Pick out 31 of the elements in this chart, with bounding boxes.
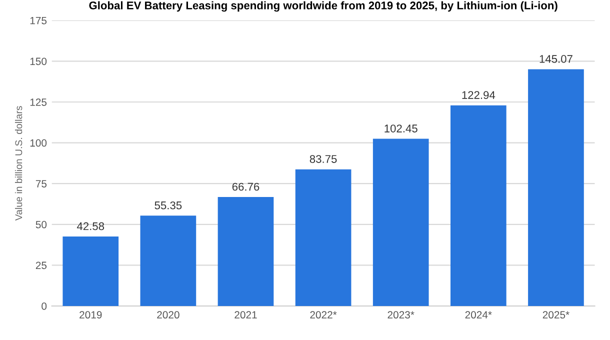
y-tick-label: 125	[30, 98, 47, 106]
x-tick-label: 2020	[157, 311, 180, 319]
data-label: 55.35	[154, 201, 182, 210]
bar	[295, 169, 352, 306]
y-tick-label: 100	[30, 139, 47, 147]
x-tick-label: 2025*	[542, 311, 570, 319]
chart-title: Global EV Battery Leasing spending worldwide from 2019 to 2025, by Lithium-ion (Li-ion)	[89, 1, 558, 12]
bar	[372, 138, 429, 306]
x-tick-label: 2021	[234, 311, 257, 319]
data-label: 145.07	[540, 55, 572, 63]
bar	[218, 197, 274, 306]
data-label: 102.45	[384, 124, 418, 132]
x-tick-label: 2022*	[310, 311, 337, 319]
y-tick-label: 25	[36, 262, 47, 270]
bar	[62, 236, 119, 306]
y-tick-label: 150	[30, 58, 47, 66]
bar	[140, 216, 196, 306]
y-tick-label: 50	[36, 220, 47, 228]
data-label: 42.58	[76, 222, 104, 230]
x-tick-label: 2019	[80, 311, 102, 319]
x-tick-label: 2023*	[388, 311, 414, 319]
bar	[450, 105, 506, 306]
data-label: 83.75	[310, 155, 337, 163]
data-label: 122.94	[462, 91, 496, 99]
bar	[528, 69, 584, 306]
y-axis-title: Value in billion U.S. dollars	[14, 106, 22, 221]
y-tick-label: 75	[36, 180, 47, 188]
x-tick-label: 2024*	[465, 311, 492, 319]
y-tick-label: 0	[42, 302, 47, 310]
data-label: 66.76	[232, 182, 260, 191]
y-tick-label: 175	[30, 17, 47, 24]
